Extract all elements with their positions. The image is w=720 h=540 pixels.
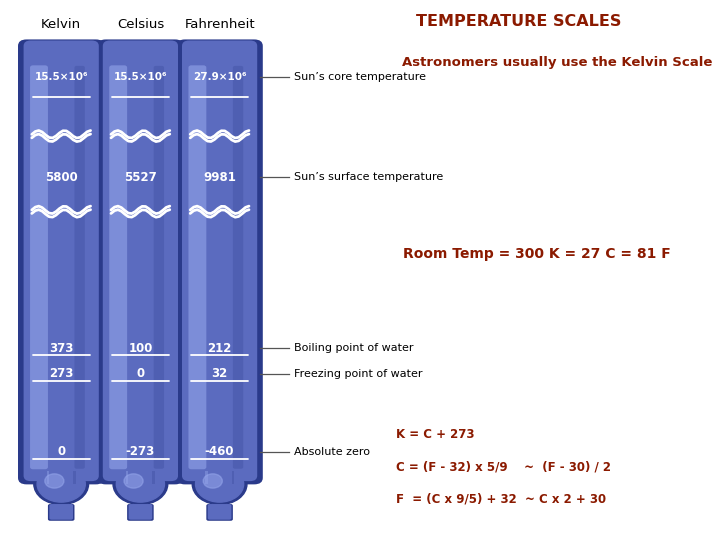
Text: 9981: 9981 (203, 171, 236, 184)
Circle shape (113, 463, 168, 504)
Text: Astronomers usually use the Kelvin Scale: Astronomers usually use the Kelvin Scale (402, 56, 713, 69)
FancyBboxPatch shape (129, 504, 152, 519)
Text: 212: 212 (207, 342, 232, 355)
Text: C = (F - 32) x 5/9    ~  (F - 30) / 2: C = (F - 32) x 5/9 ~ (F - 30) / 2 (396, 461, 611, 474)
FancyBboxPatch shape (74, 66, 85, 469)
FancyBboxPatch shape (109, 65, 127, 469)
FancyBboxPatch shape (153, 66, 164, 469)
FancyBboxPatch shape (48, 504, 74, 521)
Text: 0: 0 (136, 367, 145, 380)
Text: 15.5×10⁶: 15.5×10⁶ (114, 72, 167, 82)
Text: Celsius: Celsius (117, 18, 164, 31)
Text: 373: 373 (49, 342, 73, 355)
Circle shape (45, 474, 64, 488)
Text: 32: 32 (212, 367, 228, 380)
Text: Fahrenheit: Fahrenheit (184, 18, 255, 31)
FancyBboxPatch shape (50, 504, 73, 519)
FancyBboxPatch shape (189, 65, 207, 469)
Circle shape (124, 474, 143, 488)
FancyBboxPatch shape (103, 40, 178, 481)
Text: Room Temp = 300 K = 27 C = 81 F: Room Temp = 300 K = 27 C = 81 F (403, 247, 671, 261)
Text: K = C + 273: K = C + 273 (396, 428, 474, 441)
Bar (126, 471, 155, 484)
FancyBboxPatch shape (207, 504, 233, 521)
Bar (47, 471, 49, 484)
Text: -460: -460 (205, 446, 234, 458)
Text: -273: -273 (126, 446, 155, 458)
FancyBboxPatch shape (24, 40, 99, 481)
Bar (205, 471, 234, 484)
FancyBboxPatch shape (97, 39, 184, 484)
FancyBboxPatch shape (233, 66, 243, 469)
Text: Absolute zero: Absolute zero (294, 447, 371, 457)
Text: F  = (C x 9/5) + 32  ~ C x 2 + 30: F = (C x 9/5) + 32 ~ C x 2 + 30 (396, 493, 606, 506)
Text: 100: 100 (128, 342, 153, 355)
Text: 273: 273 (49, 367, 73, 380)
Text: Kelvin: Kelvin (41, 18, 81, 31)
Text: 0: 0 (57, 446, 66, 458)
Circle shape (37, 466, 85, 502)
Circle shape (117, 466, 164, 502)
Bar (73, 471, 76, 484)
Text: 5527: 5527 (124, 171, 157, 184)
FancyBboxPatch shape (18, 39, 104, 484)
Bar (126, 471, 128, 484)
FancyBboxPatch shape (182, 40, 257, 481)
Text: Boiling point of water: Boiling point of water (294, 343, 414, 353)
FancyBboxPatch shape (208, 504, 231, 519)
FancyBboxPatch shape (127, 504, 153, 521)
Circle shape (196, 466, 243, 502)
Text: Sun’s core temperature: Sun’s core temperature (294, 72, 426, 82)
FancyBboxPatch shape (176, 39, 263, 484)
Text: Freezing point of water: Freezing point of water (294, 369, 423, 379)
Bar (153, 471, 155, 484)
Text: 27.9×10⁶: 27.9×10⁶ (193, 72, 246, 82)
Text: Sun’s surface temperature: Sun’s surface temperature (294, 172, 444, 182)
FancyBboxPatch shape (30, 65, 48, 469)
Text: TEMPERATURE SCALES: TEMPERATURE SCALES (415, 14, 621, 29)
Bar (205, 471, 207, 484)
Circle shape (192, 463, 247, 504)
Text: 15.5×10⁶: 15.5×10⁶ (35, 72, 88, 82)
Circle shape (34, 463, 89, 504)
Bar (47, 471, 76, 484)
Text: 5800: 5800 (45, 171, 78, 184)
Circle shape (203, 474, 222, 488)
Bar (232, 471, 234, 484)
